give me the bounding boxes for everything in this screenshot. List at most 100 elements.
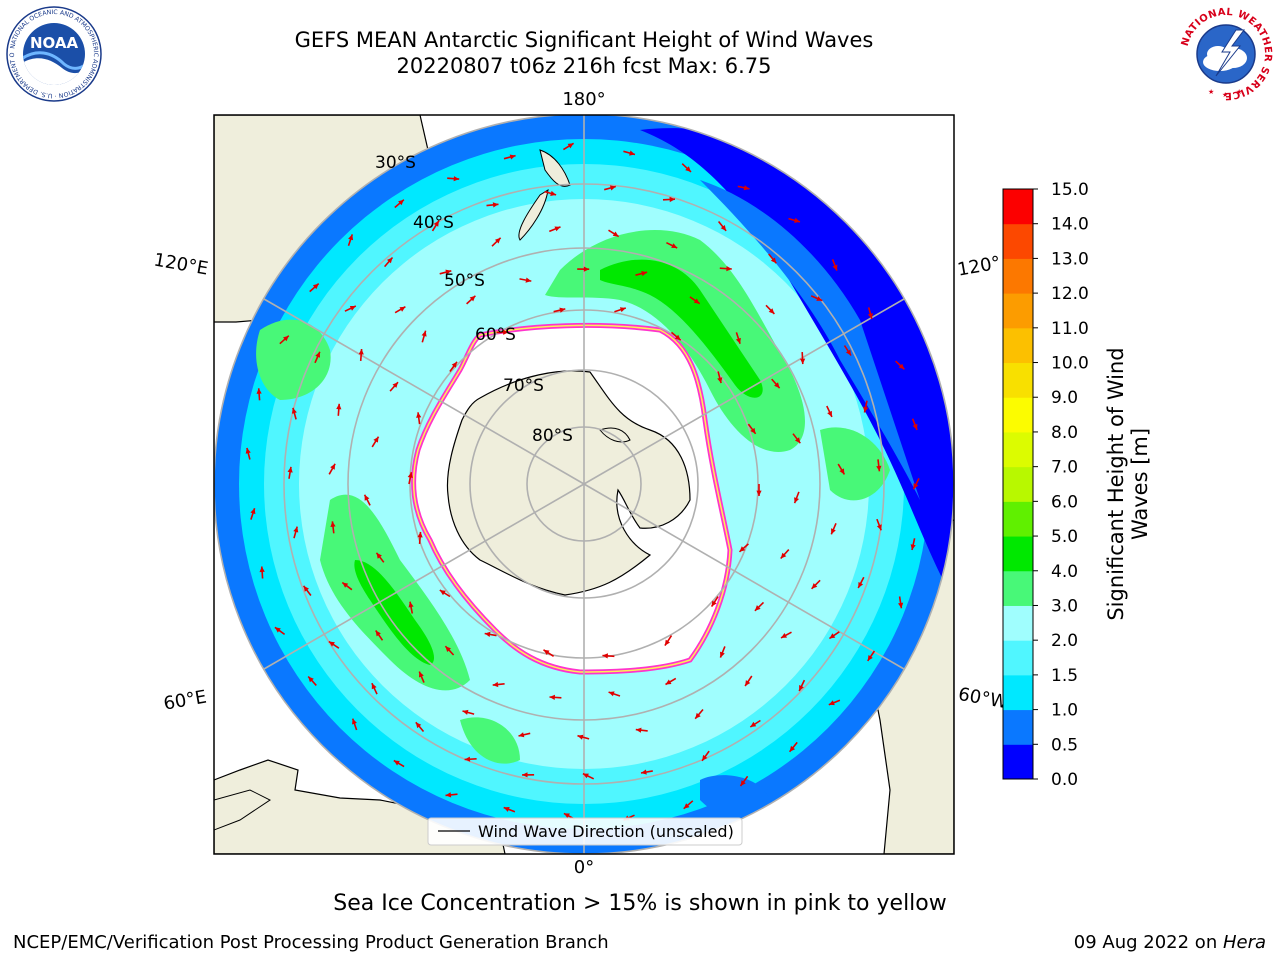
wave-arrow-head: [720, 651, 725, 658]
lon-label-180: 180°: [562, 89, 605, 110]
wave-arrow-head: [789, 745, 796, 752]
wave-arrow-head: [330, 521, 336, 527]
wave-arrow-head: [858, 582, 864, 588]
wave-direction-arrows: [245, 142, 920, 821]
wave-arrow-head: [717, 377, 723, 384]
colorbar-tick-label: 0.5: [1051, 735, 1078, 755]
wave-arrow-head: [419, 671, 424, 678]
wave-arrow-head: [376, 552, 382, 559]
wave-arrow-head: [795, 437, 801, 444]
wave-arrow-head: [398, 199, 404, 206]
wave-arrow-head: [417, 531, 423, 538]
wave-arrow-head: [303, 585, 309, 592]
wave-arrow-head: [416, 412, 422, 418]
wave-arrow-head: [754, 605, 761, 611]
nws-logo: NATIONAL WEATHER SERVICE ★ ★ ★: [1179, 7, 1273, 101]
wave-arrow-head: [373, 436, 379, 443]
colorbar-segment: [1003, 223, 1033, 259]
wave-arrow-head: [800, 358, 806, 365]
wave-arrow-head: [549, 694, 555, 700]
colorbar-tick-label: 11.0: [1051, 319, 1089, 339]
wave-arrow-head: [768, 308, 775, 314]
wave-arrow-head: [287, 466, 293, 473]
wave-arrow-head: [693, 298, 700, 304]
colorbar-segment: [1003, 744, 1033, 780]
wave-arrow-head: [554, 226, 561, 232]
wave-arrow-head: [750, 427, 756, 434]
colorbar-segment: [1003, 293, 1033, 329]
wave-arrow-head: [664, 639, 670, 646]
wave-arrow-head: [274, 627, 281, 633]
map-frame: [213, 114, 955, 855]
land-madagascar: [214, 789, 271, 831]
wave-arrow-head: [518, 732, 525, 738]
wave-arrow-head: [563, 813, 570, 819]
wave-arrow-head: [392, 382, 398, 388]
colorbar-label: Significant Height of Wind Waves [m]: [1104, 347, 1152, 620]
wave-arrow-head: [811, 583, 818, 589]
wave-arrow-head: [484, 631, 491, 637]
colorbar-segment: [1003, 640, 1033, 676]
map-subtitle: 20220807 t06z 216h fcst Max: 6.75: [396, 54, 772, 78]
wave-arrow-head: [503, 329, 509, 335]
colorbar-tick-label: 14.0: [1051, 215, 1089, 235]
lat-label-50s: 50°S: [444, 271, 485, 291]
svg-text:★: ★: [1208, 88, 1214, 96]
map-title: GEFS MEAN Antarctic Significant Height o…: [294, 28, 874, 52]
wave-arrow-head: [863, 406, 869, 413]
svg-text:NOAA: NOAA: [30, 34, 79, 52]
wave-arrow-head: [522, 772, 528, 778]
wave-arrow-head: [898, 363, 905, 370]
wave-arrow-head: [308, 676, 314, 683]
colorbar-segment: [1003, 570, 1033, 606]
wave-arrow-head: [342, 582, 349, 588]
wave-arrow-head: [829, 633, 836, 639]
colorbar-tick-label: 7.0: [1051, 458, 1078, 478]
colorbar-segment: [1003, 258, 1033, 294]
lon-label-0: 0°: [574, 857, 594, 878]
wave-arrow-head: [756, 490, 762, 496]
colorbar-segment: [1003, 431, 1033, 468]
wave-arrow-head: [364, 494, 370, 501]
wave-arrow-head: [577, 734, 584, 740]
wave-arrow-head: [910, 544, 916, 550]
colorbar-segment: [1003, 466, 1033, 502]
wave-arrow-head: [583, 266, 590, 272]
colorbar-tick-label: 1.0: [1051, 701, 1078, 721]
wave-arrow-head: [641, 271, 648, 277]
colorbar-tick-label: 15.0: [1051, 180, 1089, 200]
wave-arrow-head: [685, 166, 691, 172]
wave-arrow-head: [453, 176, 460, 182]
wave-arrow-head: [839, 468, 845, 475]
wave-arrow-head: [619, 307, 626, 313]
wave-arrow-head: [393, 760, 400, 766]
svg-text:★: ★: [1222, 91, 1228, 99]
wave-arrow-head: [525, 277, 532, 283]
lat-label-40s: 40°S: [413, 213, 454, 233]
wave-arrow-head: [451, 361, 457, 368]
wave-arrow-head: [291, 407, 297, 414]
wave-arrow-head: [250, 508, 256, 515]
graticule: [214, 115, 954, 854]
wave-arrow-head: [408, 601, 414, 608]
wave-arrow-head: [415, 722, 422, 729]
wave-arrow-head: [445, 269, 452, 275]
wave-arrow-head: [827, 410, 832, 417]
wave-arrow-head: [720, 225, 727, 231]
footer-date-text: 09 Aug 2022 on: [1073, 932, 1223, 953]
wave-arrow-head: [503, 807, 510, 812]
lon-label-120e: 120°E: [152, 249, 210, 279]
colorbar-segment: [1003, 189, 1033, 225]
wave-arrow-head: [641, 769, 647, 775]
wave-arrow-head: [336, 403, 342, 410]
wave-arrow-head: [567, 143, 574, 149]
colorbar: 0.0 0.5 1.0 1.5 2.0 3.0 4.0 5.0 6.0 7.0 8.0 9.0 10.0…: [1002, 180, 1089, 790]
wave-arrow-head: [745, 680, 751, 686]
wave-arrow-head: [256, 388, 262, 394]
wave-arrow-head: [315, 351, 320, 358]
wave-arrow-head: [876, 465, 882, 472]
colorbar-segment: [1003, 362, 1033, 398]
wave-arrow-head: [735, 337, 741, 344]
wave-arrow-head: [671, 243, 678, 248]
